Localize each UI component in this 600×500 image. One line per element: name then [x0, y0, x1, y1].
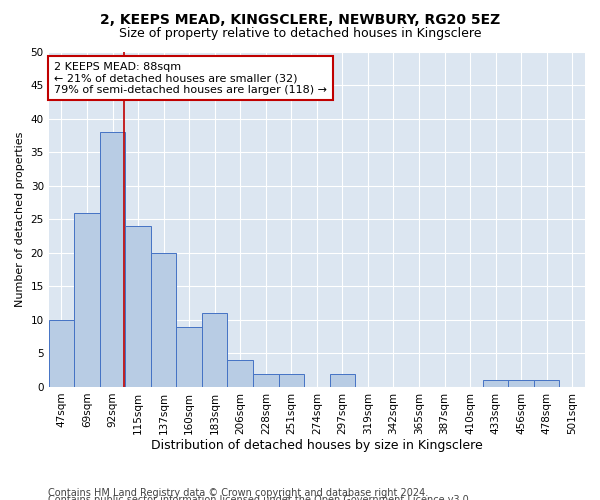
Bar: [483, 380, 508, 387]
Bar: [329, 374, 355, 387]
Text: 2 KEEPS MEAD: 88sqm
← 21% of detached houses are smaller (32)
79% of semi-detach: 2 KEEPS MEAD: 88sqm ← 21% of detached ho…: [54, 62, 327, 95]
Bar: [49, 320, 74, 387]
Bar: [534, 380, 559, 387]
Bar: [227, 360, 253, 387]
Y-axis label: Number of detached properties: Number of detached properties: [15, 132, 25, 307]
Bar: [100, 132, 125, 387]
Bar: [151, 253, 176, 387]
Text: Size of property relative to detached houses in Kingsclere: Size of property relative to detached ho…: [119, 28, 481, 40]
Bar: [202, 313, 227, 387]
Text: 2, KEEPS MEAD, KINGSCLERE, NEWBURY, RG20 5EZ: 2, KEEPS MEAD, KINGSCLERE, NEWBURY, RG20…: [100, 12, 500, 26]
Bar: [278, 374, 304, 387]
X-axis label: Distribution of detached houses by size in Kingsclere: Distribution of detached houses by size …: [151, 440, 483, 452]
Bar: [176, 326, 202, 387]
Text: Contains HM Land Registry data © Crown copyright and database right 2024.: Contains HM Land Registry data © Crown c…: [48, 488, 428, 498]
Bar: [125, 226, 151, 387]
Bar: [74, 212, 100, 387]
Text: Contains public sector information licensed under the Open Government Licence v3: Contains public sector information licen…: [48, 495, 472, 500]
Bar: [253, 374, 278, 387]
Bar: [508, 380, 534, 387]
